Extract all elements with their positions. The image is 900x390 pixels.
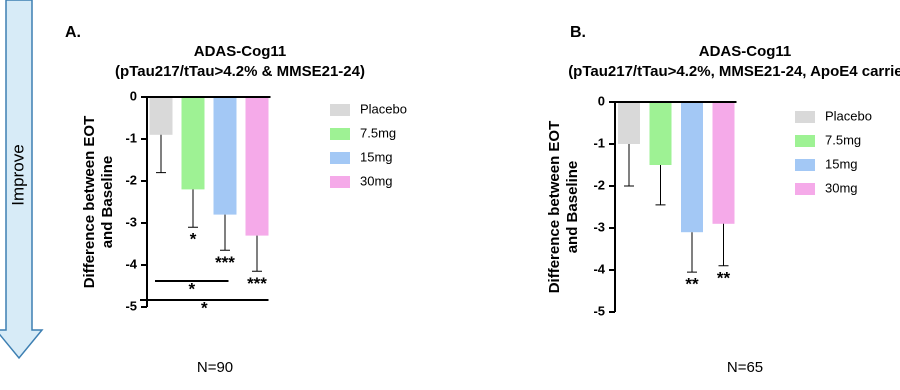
bar	[245, 97, 269, 236]
legend-label: Placebo	[360, 101, 407, 116]
error-bar	[220, 214, 230, 251]
significance-label: ***	[247, 274, 267, 293]
legend-label: 15mg	[360, 149, 393, 164]
y-tick-label: -2	[593, 177, 605, 192]
error-bar	[718, 223, 729, 267]
bar	[649, 102, 672, 165]
legend-swatch	[330, 128, 350, 140]
legend-swatch	[330, 104, 350, 116]
legend-swatch	[795, 111, 815, 123]
chart-subtitle: (pTau217/tTau>4.2% & MMSE21-24)	[115, 63, 365, 80]
error-bar	[252, 235, 262, 272]
n-label: N=65	[727, 359, 763, 376]
comparison-label: *	[188, 279, 195, 298]
significance-label: **	[717, 268, 731, 287]
panel-label: A.	[65, 24, 81, 41]
y-tick-label: -1	[125, 130, 137, 145]
bar	[681, 102, 703, 233]
chart-panel: A. ADAS-Cog11 (pTau217/tTau>4.2% & MMSE21-…	[65, 24, 407, 376]
legend-label: 30mg	[360, 173, 393, 188]
y-axis-label: Difference between EOT	[81, 116, 98, 289]
error-bar	[687, 232, 697, 273]
arrow-label: Improve	[8, 144, 27, 205]
legend-label: 7.5mg	[825, 132, 861, 147]
y-tick-label: -3	[125, 214, 137, 229]
legend-swatch	[795, 183, 815, 195]
y-axis-label: and Baseline	[99, 156, 116, 249]
error-bar	[156, 134, 166, 174]
y-tick-label: 0	[130, 88, 137, 103]
y-tick-label: -2	[125, 172, 137, 187]
error-bar	[655, 165, 666, 206]
significance-label: ***	[215, 253, 235, 272]
error-bar	[188, 189, 198, 228]
panel-label: B.	[570, 24, 586, 41]
legend-label: Placebo	[825, 108, 872, 123]
chart-panel: B. ADAS-Cog11 (pTau217/tTau>4.2%, MMSE21-2…	[546, 24, 900, 376]
bar	[181, 97, 205, 190]
error-bar	[624, 144, 634, 187]
bar	[149, 97, 173, 135]
y-tick-label: -4	[125, 256, 137, 271]
y-tick-label: -5	[125, 298, 137, 313]
legend-swatch	[330, 176, 350, 188]
legend-swatch	[330, 152, 350, 164]
y-tick-label: -5	[593, 303, 605, 318]
y-axis-label: and Baseline	[564, 161, 581, 254]
y-axis-label: Difference between EOT	[546, 121, 563, 294]
significance-label: **	[685, 275, 699, 294]
chart-subtitle: (pTau217/tTau>4.2%, MMSE21-24, ApoE4 car…	[568, 63, 900, 80]
chart-title: ADAS-Cog11	[699, 43, 792, 60]
legend-swatch	[795, 159, 815, 171]
y-tick-label: -3	[593, 219, 605, 234]
bar	[712, 102, 735, 224]
y-tick-label: -4	[593, 261, 605, 276]
legend-label: 7.5mg	[360, 125, 396, 140]
bar	[213, 97, 237, 215]
improve-arrow: Improve	[0, 0, 44, 360]
n-label: N=90	[197, 359, 233, 376]
bar	[618, 102, 640, 144]
y-tick-label: -1	[593, 135, 605, 150]
significance-label: *	[190, 230, 197, 249]
legend-label: 15mg	[825, 156, 858, 171]
comparison-label: *	[201, 298, 208, 317]
chart-title: ADAS-Cog11	[194, 43, 287, 60]
legend-swatch	[795, 135, 815, 147]
arrow-shape	[0, 0, 44, 360]
legend-label: 30mg	[825, 180, 858, 195]
y-tick-label: 0	[598, 93, 605, 108]
